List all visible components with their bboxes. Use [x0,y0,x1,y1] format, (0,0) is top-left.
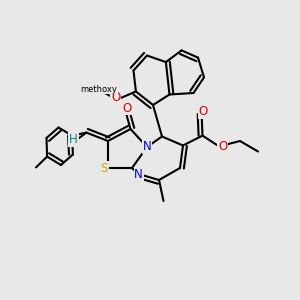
Text: O: O [199,105,208,118]
Text: O: O [122,101,131,115]
Text: H: H [69,133,78,146]
Text: O: O [111,91,120,104]
Text: S: S [101,161,108,175]
Text: N: N [134,167,143,181]
Text: O: O [218,140,227,153]
Text: N: N [142,140,152,154]
Text: methoxy: methoxy [81,85,117,94]
